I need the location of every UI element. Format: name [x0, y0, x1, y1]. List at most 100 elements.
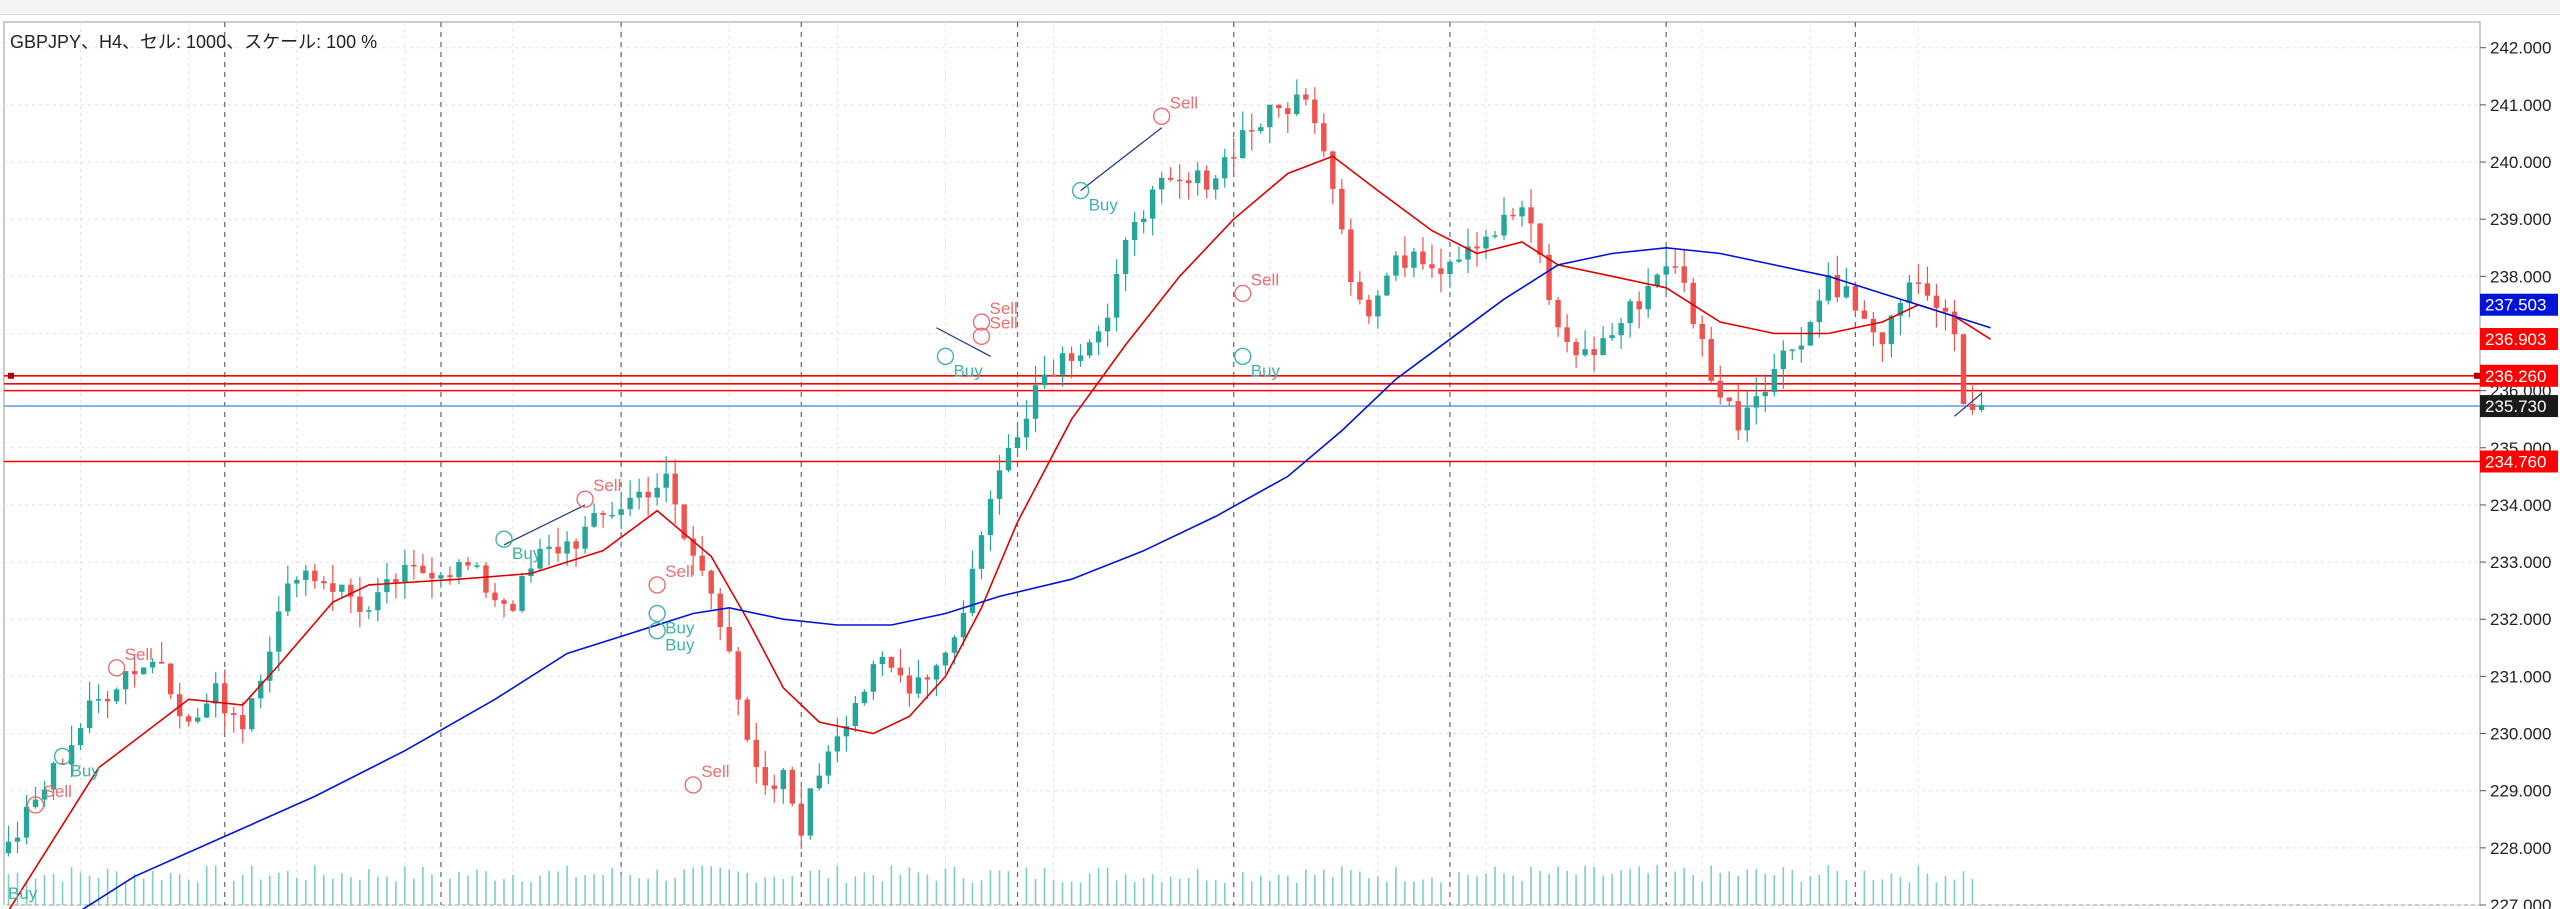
candle-body	[402, 564, 408, 583]
buy-signal-marker	[495, 530, 513, 548]
candle-body	[222, 683, 228, 714]
candle-body	[1465, 246, 1471, 260]
candle-body	[1113, 274, 1120, 318]
candle-body	[1411, 251, 1417, 268]
candle-body	[447, 575, 453, 578]
candle-body	[1158, 177, 1165, 190]
candle-body	[258, 680, 264, 699]
candle-body	[870, 664, 877, 692]
candle-body	[1294, 94, 1300, 115]
candle-body	[708, 570, 714, 594]
candle-body	[1897, 302, 1904, 316]
candle-body	[77, 728, 84, 746]
sell-signal-marker	[107, 659, 126, 677]
candle-body	[1303, 94, 1309, 100]
candle-body	[438, 575, 444, 579]
candle-body	[1420, 251, 1426, 265]
sell-signal-marker	[1152, 107, 1171, 126]
candle-body	[1978, 405, 1985, 410]
candle-body	[167, 663, 174, 695]
candle-body	[1041, 374, 1048, 386]
moving-average-slow	[81, 246, 1991, 909]
candle-body	[1906, 282, 1913, 303]
candle-body	[933, 665, 940, 680]
candle-body	[1726, 397, 1732, 402]
candle-body	[1195, 170, 1201, 184]
horizontal-levels	[4, 372, 2480, 463]
candle-body	[465, 562, 471, 566]
candle-body	[41, 789, 48, 800]
candle-body	[1176, 179, 1183, 182]
candle-body	[1059, 353, 1066, 375]
candle-body	[393, 579, 399, 583]
candle-body	[420, 565, 426, 573]
candle-body	[1699, 324, 1705, 340]
candle-body	[204, 703, 210, 718]
candle-body	[483, 565, 489, 593]
candle-body	[1068, 353, 1075, 361]
candle-body	[852, 703, 859, 727]
chart-title: GBPJPY、H4、セル: 1000、スケール: 100 %	[10, 32, 378, 52]
candle-body	[1717, 380, 1723, 398]
candle-body	[1654, 274, 1660, 286]
sell-signal-label: Sell	[125, 645, 153, 664]
candle-body	[690, 538, 696, 556]
candle-body	[321, 581, 327, 584]
candle-body	[816, 775, 823, 789]
candle-body	[348, 584, 354, 597]
candle-body	[1357, 282, 1363, 300]
candle-body	[50, 763, 57, 790]
candle-body	[798, 803, 805, 836]
candle-body	[663, 473, 669, 488]
price-label: 236.903	[2485, 330, 2546, 349]
sell-signal-label: Sell	[665, 562, 693, 581]
candle-body	[600, 513, 606, 515]
price-label-bg	[2480, 364, 2558, 387]
candle-body	[1942, 307, 1949, 312]
candle-body	[1456, 259, 1462, 262]
candle-body	[1348, 229, 1354, 283]
candle-body	[1213, 178, 1219, 190]
candle-body	[1861, 310, 1868, 319]
candle-body	[1402, 255, 1408, 268]
candle-body	[564, 541, 570, 554]
candle-body	[1501, 214, 1507, 236]
candle-body	[699, 555, 705, 571]
buy-signal-label: Buy	[953, 361, 983, 380]
candle-body	[519, 576, 525, 611]
y-tick-label: 241.000	[2490, 96, 2551, 115]
buy-signal-label: Buy	[512, 544, 542, 563]
candle-body	[1663, 266, 1669, 275]
pattern-line	[1080, 127, 1163, 192]
sell-signal-marker	[576, 490, 594, 508]
candle-body	[1519, 207, 1525, 217]
candle-body	[1933, 295, 1940, 308]
candle-body	[1447, 261, 1453, 274]
candle-body	[240, 715, 246, 730]
candle-body	[23, 806, 30, 838]
moving-average-fast	[8, 155, 1991, 909]
candle-body	[113, 689, 120, 702]
candle-body	[951, 637, 958, 653]
buy-signal-label: Buy	[665, 619, 695, 638]
candle-body	[384, 579, 390, 593]
price-label-bg	[2480, 395, 2558, 418]
candle-body	[654, 487, 660, 498]
candle-body	[555, 546, 561, 554]
candle-body	[537, 548, 543, 569]
candle-body	[1753, 396, 1759, 408]
candle-body	[1690, 282, 1696, 325]
candle-body	[492, 592, 498, 601]
candle-body	[1276, 104, 1282, 109]
candle-body	[1167, 177, 1174, 180]
corner-buy-label: Buy	[8, 884, 38, 903]
candle-body	[1528, 207, 1534, 224]
candle-body	[411, 564, 417, 567]
candle-body	[68, 745, 75, 765]
candle-body	[276, 611, 282, 652]
y-tick-label: 240.000	[2490, 153, 2551, 172]
candle-body	[1735, 401, 1741, 431]
candle-body	[1564, 327, 1570, 343]
y-tick-label: 233.000	[2490, 553, 2551, 572]
